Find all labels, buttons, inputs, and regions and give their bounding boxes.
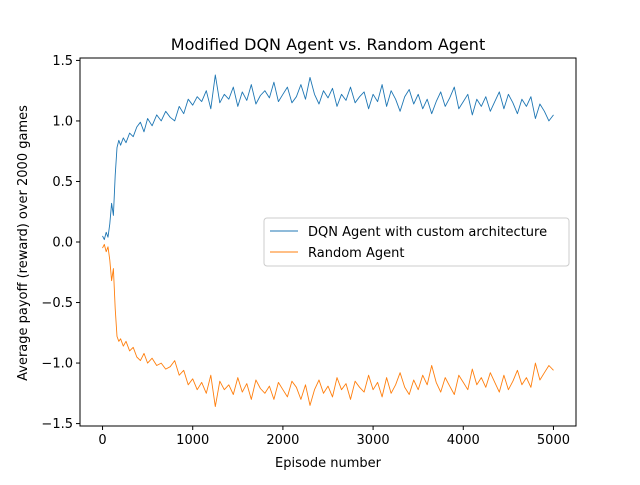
y-tick-label: 1.0 [52,114,73,129]
x-tick-label: 3000 [357,433,390,448]
x-tick-label: 0 [98,433,106,448]
legend-label-dqn-agent: DQN Agent with custom architecture [308,225,547,240]
y-tick-label: 1.5 [52,54,73,69]
x-axis-label: Episode number [275,456,382,471]
chart-title: Modified DQN Agent vs. Random Agent [171,35,485,54]
y-tick-label: −1.5 [41,417,73,432]
series-line-dqn-agent [102,74,554,241]
legend: DQN Agent with custom architecture Random… [263,217,570,267]
y-tick-label: 0.5 [52,175,73,190]
x-tick-label: 1000 [176,433,209,448]
x-tick-label: 2000 [266,433,299,448]
series-line-random-agent [102,243,554,408]
x-tick-label: 4000 [447,433,480,448]
x-tick-label: 5000 [537,433,570,448]
y-tick-label: −0.5 [41,296,73,311]
legend-label-random-agent: Random Agent [308,246,404,261]
y-tick-label: 0.0 [52,236,73,251]
y-tick-label: −1.0 [41,357,73,372]
plot-area: 0 1000 2000 3000 4000 5000 −1.5 −1.0 −0.5 0.0 0.5 1… [41,54,577,448]
legend-box [263,217,570,267]
y-axis-label: Average payoff (reward) over 2000 games [16,105,31,381]
